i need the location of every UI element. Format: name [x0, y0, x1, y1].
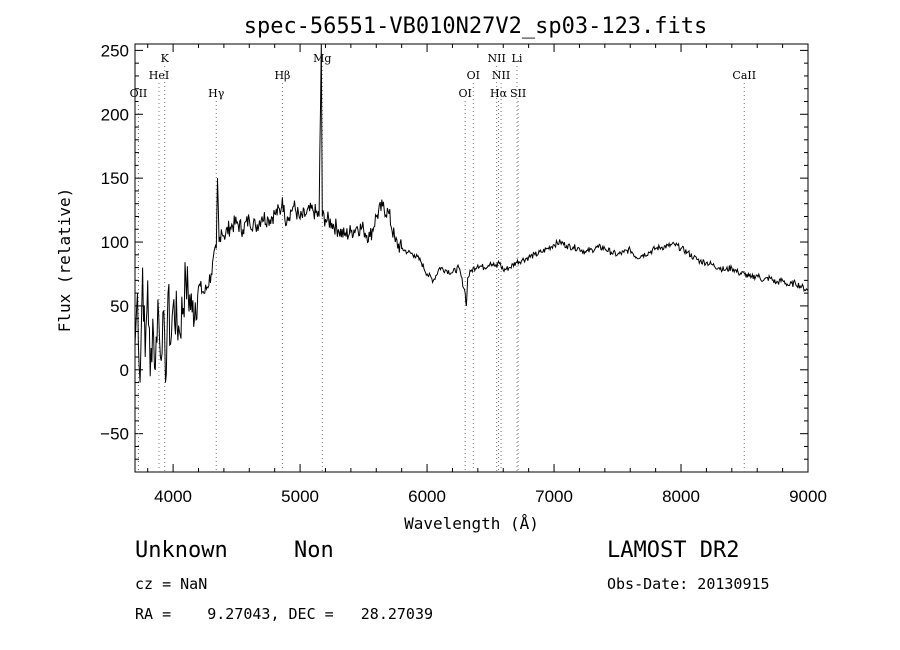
spectral-line-label: Hβ [274, 69, 290, 82]
spectral-line-label: Hγ [208, 87, 225, 100]
spectral-line-label: Mg [313, 52, 331, 65]
survey-name: LAMOST DR2 [607, 538, 740, 563]
spectral-line-label: Li [512, 52, 523, 65]
x-tick-label: 5000 [281, 487, 319, 506]
y-axis-label: Flux (relative) [55, 188, 74, 333]
spectral-line-label: Hα [490, 87, 508, 100]
spectral-line-label: HeI [149, 69, 169, 82]
x-axis-label: Wavelength (Å) [404, 514, 539, 533]
spectral-line-label: K [161, 52, 170, 65]
object-class: Unknown [135, 538, 228, 563]
x-tick-label: 6000 [408, 487, 446, 506]
y-tick-label: 0 [120, 361, 129, 380]
spectral-line-label: NII [487, 52, 505, 65]
plot-frame [134, 43, 809, 473]
redshift-cz: cz = NaN [135, 575, 208, 593]
x-tick-label: 7000 [535, 487, 573, 506]
spectral-line-label: CaII [732, 69, 756, 82]
x-tick-label: 8000 [662, 487, 700, 506]
object-subclass: Non [294, 538, 334, 563]
spectral-line-label: NII [492, 69, 510, 82]
y-tick-label: 50 [110, 297, 129, 316]
y-tick-label: 200 [101, 105, 129, 124]
y-tick-label: −50 [100, 425, 129, 444]
y-tick-label: 100 [101, 233, 129, 252]
y-tick-label: 250 [101, 41, 129, 60]
chart-title: spec-56551-VB010N27V2_sp03-123.fits [244, 14, 708, 39]
y-tick-label: 150 [101, 169, 129, 188]
spectral-line-label: OII [130, 87, 148, 100]
x-tick-label: 9000 [789, 487, 827, 506]
spectral-line-label: OI [467, 69, 480, 82]
x-tick-label: 4000 [154, 487, 192, 506]
ra-dec-coordinates: RA = 9.27043, DEC = 28.27039 [135, 605, 434, 623]
spectrum-series-line [134, 43, 809, 383]
spectral-line-label: SII [510, 87, 526, 100]
spectral-line-label: OI [458, 87, 471, 100]
observation-date: Obs-Date: 20130915 [607, 575, 770, 593]
